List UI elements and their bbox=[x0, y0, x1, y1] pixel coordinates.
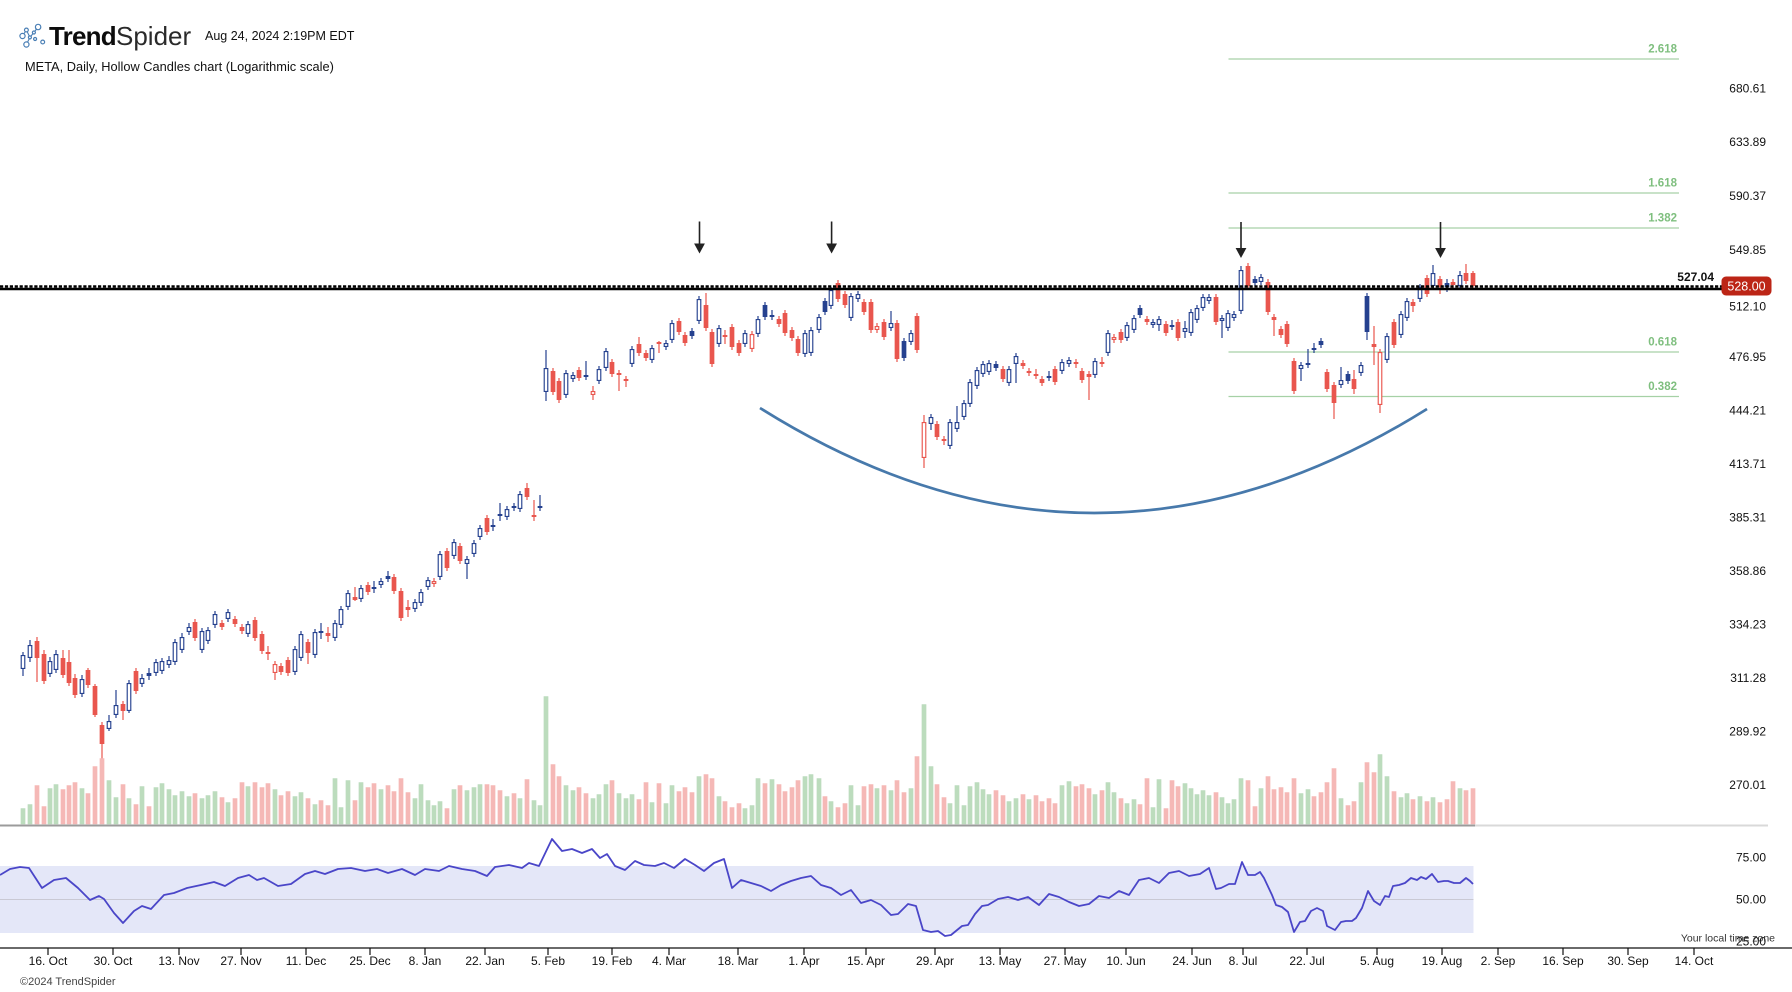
svg-text:Trend: Trend bbox=[49, 21, 116, 51]
svg-text:15. Apr: 15. Apr bbox=[847, 954, 885, 968]
svg-text:633.89: 633.89 bbox=[1729, 135, 1766, 149]
svg-text:444.21: 444.21 bbox=[1729, 404, 1766, 418]
svg-text:24. Jun: 24. Jun bbox=[1172, 954, 1211, 968]
svg-text:1. Apr: 1. Apr bbox=[788, 954, 819, 968]
svg-text:30. Sep: 30. Sep bbox=[1607, 954, 1649, 968]
svg-text:16. Sep: 16. Sep bbox=[1542, 954, 1584, 968]
svg-text:512.10: 512.10 bbox=[1729, 300, 1766, 314]
svg-text:289.92: 289.92 bbox=[1729, 725, 1766, 739]
svg-text:358.86: 358.86 bbox=[1729, 564, 1766, 578]
svg-text:0.618: 0.618 bbox=[1648, 337, 1677, 349]
svg-text:2.618: 2.618 bbox=[1648, 44, 1677, 56]
svg-text:680.61: 680.61 bbox=[1729, 82, 1766, 96]
svg-text:476.95: 476.95 bbox=[1729, 350, 1766, 364]
svg-text:528.00: 528.00 bbox=[1727, 280, 1765, 294]
svg-text:29. Apr: 29. Apr bbox=[916, 954, 954, 968]
svg-text:590.37: 590.37 bbox=[1729, 189, 1766, 203]
svg-text:META, Daily, Hollow Candles ch: META, Daily, Hollow Candles chart (Logar… bbox=[25, 59, 334, 74]
svg-text:413.71: 413.71 bbox=[1729, 457, 1766, 471]
svg-text:27. May: 27. May bbox=[1044, 954, 1087, 968]
svg-text:50.00: 50.00 bbox=[1736, 893, 1766, 907]
svg-text:270.01: 270.01 bbox=[1729, 778, 1766, 792]
svg-text:8. Jan: 8. Jan bbox=[409, 954, 442, 968]
svg-text:19. Aug: 19. Aug bbox=[1422, 954, 1463, 968]
svg-text:527.04: 527.04 bbox=[1677, 270, 1714, 284]
svg-text:25. Dec: 25. Dec bbox=[349, 954, 390, 968]
svg-text:5. Aug: 5. Aug bbox=[1360, 954, 1394, 968]
svg-text:5. Feb: 5. Feb bbox=[531, 954, 565, 968]
svg-text:0.382: 0.382 bbox=[1648, 381, 1677, 393]
svg-text:334.23: 334.23 bbox=[1729, 618, 1766, 632]
svg-text:18. Mar: 18. Mar bbox=[718, 954, 759, 968]
svg-text:13. Nov: 13. Nov bbox=[158, 954, 199, 968]
svg-text:1.382: 1.382 bbox=[1648, 213, 1677, 225]
svg-text:Your local time zone: Your local time zone bbox=[1681, 933, 1775, 945]
svg-text:2. Sep: 2. Sep bbox=[1481, 954, 1516, 968]
svg-text:4. Mar: 4. Mar bbox=[652, 954, 686, 968]
svg-text:311.28: 311.28 bbox=[1730, 671, 1766, 685]
svg-text:Aug 24, 2024 2:19PM EDT: Aug 24, 2024 2:19PM EDT bbox=[205, 29, 355, 43]
svg-text:22. Jul: 22. Jul bbox=[1289, 954, 1324, 968]
svg-text:©2024 TrendSpider: ©2024 TrendSpider bbox=[20, 976, 116, 988]
svg-text:19. Feb: 19. Feb bbox=[592, 954, 633, 968]
svg-text:75.00: 75.00 bbox=[1736, 851, 1766, 865]
svg-text:11. Dec: 11. Dec bbox=[286, 954, 326, 968]
svg-text:13. May: 13. May bbox=[979, 954, 1022, 968]
svg-text:22. Jan: 22. Jan bbox=[465, 954, 504, 968]
svg-text:10. Jun: 10. Jun bbox=[1106, 954, 1145, 968]
svg-text:30. Oct: 30. Oct bbox=[94, 954, 133, 968]
svg-text:27. Nov: 27. Nov bbox=[220, 954, 261, 968]
svg-text:14. Oct: 14. Oct bbox=[1675, 954, 1714, 968]
svg-text:1.618: 1.618 bbox=[1648, 178, 1677, 190]
svg-text:549.85: 549.85 bbox=[1729, 243, 1766, 257]
svg-text:Spider: Spider bbox=[116, 21, 191, 51]
svg-text:8. Jul: 8. Jul bbox=[1229, 954, 1258, 968]
svg-text:385.31: 385.31 bbox=[1729, 511, 1766, 525]
svg-text:16. Oct: 16. Oct bbox=[29, 954, 68, 968]
svg-text:25.00: 25.00 bbox=[1736, 935, 1766, 949]
